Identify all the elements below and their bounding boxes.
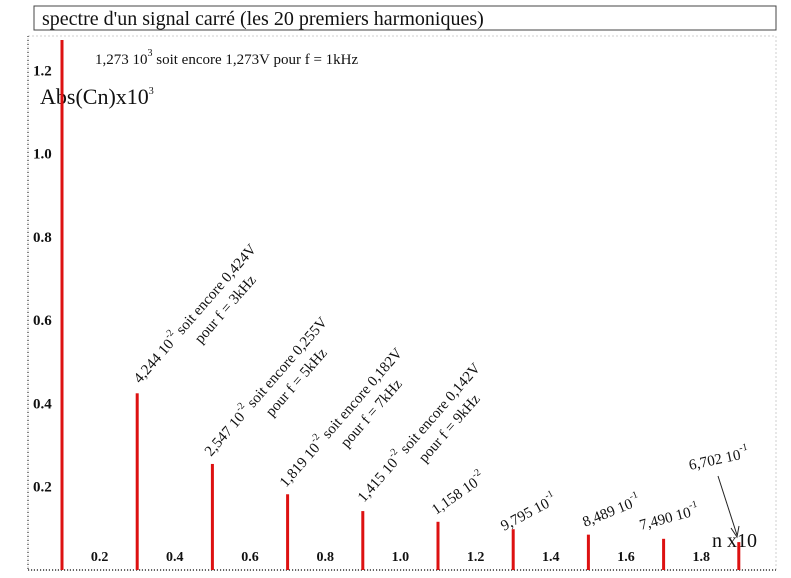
bar-harmonic-13 [511, 529, 515, 570]
x-tick-labels: 0.2 0.4 0.6 0.8 1.0 1.2 1.4 1.6 1.8 [91, 550, 710, 565]
x-tick-label: 0.2 [91, 550, 109, 565]
svg-text:6,702 10-1: 6,702 10-1 [687, 442, 751, 474]
y-axis-label-main: Abs(Cn)x10 [40, 84, 149, 109]
annotation-n3: 4,244 10-2 soit encore 0,424V pour f = 3… [128, 239, 260, 387]
annotation-n5: 2,547 10-2 soit encore 0,255V pour f = 5… [202, 314, 331, 459]
bar-harmonic-11 [436, 521, 440, 570]
y-tick-label: 0.4 [33, 396, 52, 412]
x-tick-label: 1.8 [692, 550, 710, 565]
annotation-n13: 9,795 10-1 [496, 488, 559, 534]
svg-text:7,490 10-1: 7,490 10-1 [637, 499, 701, 534]
x-tick-label: 0.4 [166, 550, 184, 565]
annotation-n11: 1,158 10-2 [427, 467, 488, 518]
bar-harmonic-7 [286, 494, 290, 570]
plot-frame [27, 35, 777, 571]
annotation-n19: 6,702 10-1 [687, 442, 751, 474]
annotation-n7: 1,819 10-2 soit encore 0,182V pour f = 7… [277, 345, 406, 490]
svg-text:4,244 10-2 soit encore 0,424V: 4,244 10-2 soit encore 0,424V [128, 239, 260, 387]
x-tick-label: 1.4 [542, 550, 560, 565]
svg-text:8,489 10-1: 8,489 10-1 [579, 489, 643, 530]
bar-harmonic-15 [586, 534, 590, 570]
y-tick-label: 0.8 [33, 230, 52, 246]
bar-harmonic-1 [60, 40, 64, 570]
svg-text:9,795 10-1: 9,795 10-1 [496, 488, 559, 534]
svg-text:1,158 10-2: 1,158 10-2 [427, 467, 488, 518]
bar-harmonic-17 [662, 538, 666, 570]
x-tick-label: 1.0 [392, 550, 410, 565]
x-tick-label: 1.6 [617, 550, 635, 565]
y-tick-label: 1.0 [33, 147, 52, 163]
y-axis-label-exp: 3 [149, 86, 154, 97]
y-tick-label: 0.6 [33, 313, 52, 329]
annotation-n1: 1,273 103 soit encore 1,273V pour f = 1k… [95, 48, 358, 68]
bar-harmonic-9 [361, 511, 365, 570]
y-tick-labels: 1.2 1.0 0.8 0.6 0.4 0.2 [33, 63, 52, 495]
annotation-n15: 8,489 10-1 [579, 489, 643, 530]
bar-harmonic-3 [135, 393, 139, 570]
title-box [33, 5, 777, 31]
x-tick-label: 0.6 [241, 550, 259, 565]
bar-harmonic-19 [737, 542, 741, 570]
y-axis-label: Abs(Cn)x103 [40, 84, 154, 109]
x-axis-label: n x10 [712, 530, 757, 552]
annotation-n17: 7,490 10-1 [637, 499, 701, 534]
x-tick-label: 0.8 [316, 550, 334, 565]
bar-harmonic-5 [210, 463, 214, 570]
x-tick-label: 1.2 [467, 550, 485, 565]
bars [60, 40, 741, 570]
arrow-head-icon [730, 525, 740, 539]
y-tick-label: 1.2 [33, 63, 52, 79]
chart-title: spectre d'un signal carré (les 20 premie… [42, 8, 484, 30]
annotation-arrow [717, 475, 738, 536]
y-tick-label: 0.2 [33, 480, 52, 496]
